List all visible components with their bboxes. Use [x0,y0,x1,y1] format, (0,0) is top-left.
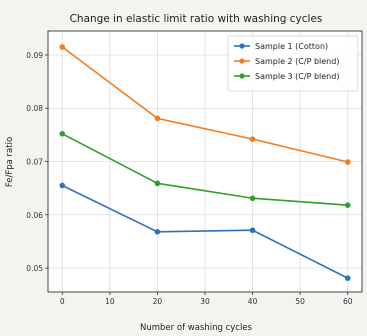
y-tick-label: 0.05 [26,264,43,273]
tick-labels: 0 10 20 30 40 50 60 0.05 0.06 0.07 0.08 0.09 [26,51,352,306]
y-tick-label: 0.06 [26,211,43,220]
legend-swatch-marker [239,73,245,79]
series-line [61,133,348,206]
x-tick-label: 10 [105,297,115,306]
data-point [249,227,256,234]
legend-swatch-marker [239,43,245,49]
y-axis-title: Fe/Fpa ratio [5,137,15,187]
y-tick-label: 0.08 [26,104,43,113]
legend-item: Sample 2 (C/P blend) [234,57,339,66]
x-tick-label: 0 [60,297,65,306]
series-line [61,46,348,163]
data-point [59,182,66,189]
series-layer [59,44,351,281]
y-tick-label: 0.07 [26,158,43,167]
legend-swatch-marker [239,58,245,64]
legend-box [227,35,359,92]
data-point [154,180,161,187]
data-point [344,159,351,165]
legend-label: Sample 1 (Cotton) [255,42,328,51]
series-2 [59,44,351,165]
data-point [154,115,161,122]
legend: Sample 1 (Cotton) Sample 2 (C/P blend) Sam… [227,35,359,92]
data-point [249,195,256,202]
x-tick-label: 30 [200,297,210,306]
legend-label: Sample 2 (C/P blend) [255,57,339,66]
x-tick-label: 50 [295,297,305,306]
series-line [61,184,349,279]
x-tick-label: 60 [343,297,353,306]
x-tick-label: 40 [248,297,258,306]
y-tick-label: 0.09 [26,51,43,60]
legend-label: Sample 3 (C/P blend) [255,72,339,81]
series-3 [59,131,351,208]
data-point [59,44,66,50]
legend-item: Sample 1 (Cotton) [234,42,328,51]
axes [45,30,363,295]
plot-frame [47,30,363,293]
series-1 [59,182,351,281]
data-point [154,229,161,235]
data-point [249,136,256,142]
data-point [344,275,351,281]
chart-title: Change in elastic limit ratio with washi… [70,13,323,25]
x-axis-title: Number of washing cycles [140,323,253,333]
data-point [59,131,66,137]
x-tick-label: 20 [153,297,163,306]
data-point [344,202,351,208]
legend-item: Sample 3 (C/P blend) [234,72,339,81]
